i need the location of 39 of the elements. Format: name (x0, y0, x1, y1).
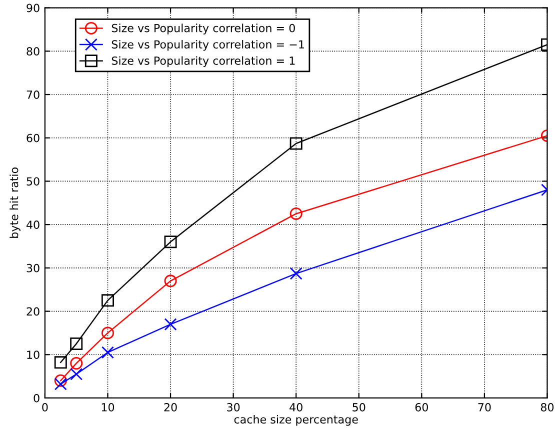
y-tick-label: 70 (26, 90, 40, 99)
y-tick-label: 60 (26, 134, 40, 142)
y-tick-label: 30 (26, 264, 40, 272)
x-tick-label: 20 (164, 403, 177, 412)
x-tick-label: 30 (227, 403, 240, 412)
x-tick-label: 0 (42, 403, 48, 412)
point (70, 338, 83, 350)
point (54, 374, 67, 387)
point (164, 236, 177, 248)
point (290, 267, 302, 280)
point (290, 137, 302, 150)
x-tick-label: 50 (352, 403, 366, 412)
y-tick-label: 20 (26, 307, 40, 316)
y-tick-label: 0 (34, 394, 40, 402)
x-tick-label: 10 (102, 403, 114, 412)
point (164, 274, 177, 288)
point (54, 378, 67, 390)
y-tick-label: 80 (26, 47, 40, 56)
x-tick-label: 40 (290, 403, 302, 412)
y-tick-label: 40 (26, 220, 40, 229)
point (101, 326, 114, 340)
y-axis-title: byte hit ratio (10, 168, 20, 238)
point (101, 346, 114, 359)
legend-label: Size vs Popularity correlation = 1 (112, 56, 295, 68)
y-tick-label: 50 (26, 177, 40, 186)
point (164, 318, 177, 331)
x-tick-label: 80 (540, 403, 554, 412)
y-tick-label: 90 (26, 4, 40, 12)
x-tick-label: 70 (478, 403, 491, 412)
legend-label: Size vs Popularity correlation = −1 (112, 40, 304, 51)
point (70, 368, 83, 380)
x-axis-title: cache size percentage (234, 414, 358, 426)
legend-label: Size vs Popularity correlation = 0 (112, 24, 295, 34)
y-tick-label: 10 (27, 350, 40, 360)
point (54, 356, 67, 369)
point (70, 357, 83, 370)
point (101, 294, 114, 307)
point (290, 207, 302, 220)
x-tick-label: 60 (415, 403, 428, 412)
